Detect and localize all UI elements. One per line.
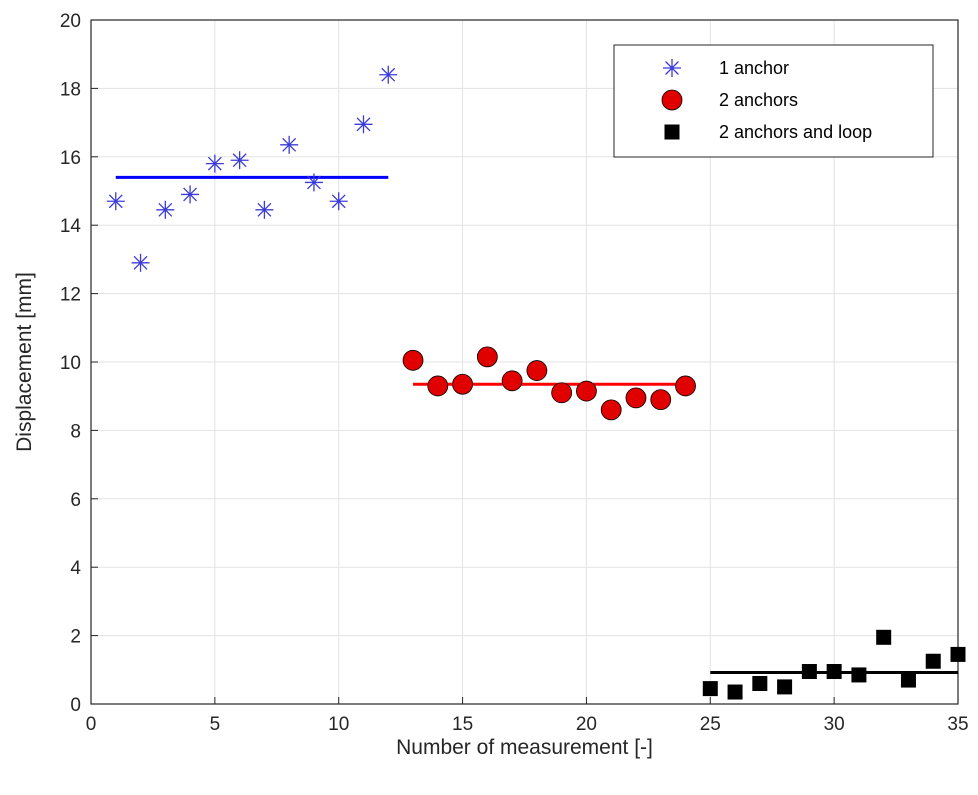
- data-point: [551, 382, 573, 404]
- x-tick-label: 25: [700, 714, 721, 735]
- x-axis-label: Number of measurement [-]: [396, 736, 653, 759]
- legend-marker: [664, 124, 680, 140]
- legend-label: 1 anchor: [719, 58, 789, 78]
- data-point: [826, 664, 842, 680]
- data-point: [576, 380, 597, 402]
- legend-item: 1 anchor: [663, 58, 789, 78]
- x-tick-label: 15: [452, 714, 473, 735]
- y-tick-label: 12: [60, 285, 81, 306]
- legend-marker: [661, 89, 683, 111]
- data-point: [205, 154, 224, 173]
- data-point: [106, 192, 125, 211]
- data-point: [131, 253, 150, 272]
- x-tick-label: 5: [210, 714, 221, 735]
- data-point: [402, 349, 424, 371]
- data-point: [727, 684, 743, 700]
- x-tick-label: 10: [328, 714, 349, 735]
- y-tick-label: 20: [60, 11, 81, 32]
- y-tick-label: 14: [60, 216, 82, 237]
- data-point: [452, 373, 473, 395]
- y-tick-label: 8: [70, 421, 81, 442]
- data-point: [156, 200, 175, 219]
- data-point: [925, 653, 941, 669]
- data-point: [280, 135, 299, 154]
- data-point: [777, 679, 793, 695]
- data-point: [304, 173, 323, 192]
- data-point: [526, 360, 548, 381]
- data-point: [851, 667, 867, 683]
- data-point: [702, 681, 718, 697]
- data-point: [354, 115, 373, 134]
- data-point: [876, 629, 892, 645]
- axis-ticks: 0 5 10 15 20 25 30 35 0 2 4 6 8 10 12 14 16 18 20: [60, 11, 969, 735]
- legend: 1 anchor 2 anchors 2 anchors and loop: [613, 44, 934, 158]
- legend-item: 2 anchors: [661, 89, 798, 111]
- data-point: [379, 65, 398, 84]
- y-axis-label: Displacement [mm]: [13, 272, 36, 452]
- data-point: [181, 185, 200, 204]
- y-tick-label: 16: [60, 148, 81, 169]
- data-point: [476, 346, 498, 368]
- x-tick-label: 0: [86, 714, 97, 735]
- data-point: [255, 200, 274, 219]
- series-1-anchor: [106, 65, 398, 272]
- legend-marker: [663, 59, 681, 77]
- x-tick-label: 20: [576, 714, 597, 735]
- series-2-anchors: [402, 346, 696, 421]
- data-point: [427, 375, 449, 397]
- legend-label: 2 anchors: [719, 90, 798, 110]
- data-point: [950, 646, 966, 662]
- y-tick-label: 18: [60, 79, 81, 100]
- x-tick-label: 30: [824, 714, 845, 735]
- data-point: [900, 672, 916, 688]
- data-point: [329, 192, 348, 211]
- legend-item: 2 anchors and loop: [664, 122, 872, 142]
- data-point: [230, 151, 249, 170]
- x-tick-label: 35: [947, 714, 968, 735]
- y-tick-label: 0: [70, 695, 81, 716]
- y-tick-label: 4: [70, 558, 81, 579]
- y-tick-label: 6: [70, 490, 81, 511]
- data-point: [501, 370, 523, 392]
- legend-label: 2 anchors and loop: [719, 122, 872, 142]
- y-tick-label: 10: [60, 353, 81, 374]
- series-2-anchors-and-loop: [702, 629, 966, 700]
- data-point: [675, 375, 696, 397]
- data-series: [106, 65, 966, 700]
- data-point: [650, 389, 672, 411]
- data-point: [801, 664, 817, 680]
- data-point: [752, 675, 768, 691]
- y-tick-label: 2: [70, 627, 81, 648]
- data-point: [600, 399, 622, 421]
- data-point: [625, 387, 647, 409]
